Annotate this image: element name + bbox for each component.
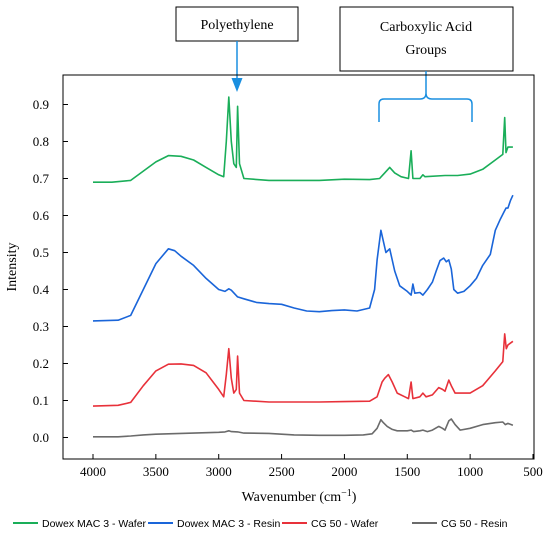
series-lines [92,96,514,438]
y-tick-label: 0.8 [33,134,49,149]
legend-item: Dowex MAC 3 - Resin [148,518,280,530]
legend-label: CG 50 - Wafer [311,518,379,530]
polyethylene-annotation: Polyethylene [175,6,299,92]
legend-label: Dowex MAC 3 - Wafer [42,518,147,530]
y-tick-label: 0.5 [33,245,49,260]
x-axis: 4000 3500 3000 2500 2000 1500 1000 500 [80,454,543,479]
y-tick-label: 0.9 [33,97,49,112]
carboxylic-label-line1: Carboxylic Acid [380,20,472,35]
series-line-3 [92,333,514,407]
x-tick-label: 1500 [394,464,420,479]
y-tick-label: 0.7 [33,171,50,186]
legend-item: Dowex MAC 3 - Wafer [13,518,147,530]
carboxylic-box [339,6,514,72]
y-tick-label: 0.3 [33,319,49,334]
y-tick-label: 0.1 [33,393,49,408]
y-tick-label: 0.4 [33,282,50,297]
plot-frame [62,74,535,460]
y-tick-label: 0.2 [33,356,49,371]
carboxylic-annotation: Carboxylic Acid Groups [339,6,514,122]
legend-label: Dowex MAC 3 - Resin [177,518,280,530]
x-tick-label: 4000 [80,464,106,479]
x-tick-label: 2500 [269,464,295,479]
x-tick-label: 3000 [206,464,232,479]
y-tick-label: 0.6 [33,208,50,223]
legend-item: CG 50 - Wafer [282,518,379,530]
polyethylene-box [175,6,299,42]
y-axis: 0.0 0.1 0.2 0.3 0.4 0.5 0.6 0.7 0.8 0.9 [33,97,68,445]
series-line-4 [93,418,514,438]
legend-item: CG 50 - Resin [412,518,508,530]
x-tick-label: 3500 [143,464,169,479]
y-tick-label: 0.0 [33,430,49,445]
x-tick-label: 500 [523,464,543,479]
carboxylic-label-line2: Groups [405,43,446,58]
x-tick-label: 1000 [457,464,483,479]
polyethylene-label: Polyethylene [200,18,273,33]
legend-label: CG 50 - Resin [441,518,508,530]
legend: Dowex MAC 3 - Wafer Dowex MAC 3 - Resin CG… [13,518,508,530]
y-axis-label: Intensity [5,243,20,292]
x-axis-label: Wavenumber (cm−1) [242,488,357,505]
polyethylene-arrow-head [231,78,243,92]
x-tick-label: 2000 [331,464,357,479]
carboxylic-bracket [378,71,473,122]
series-line-2 [92,194,514,322]
series-line-1 [93,96,513,183]
